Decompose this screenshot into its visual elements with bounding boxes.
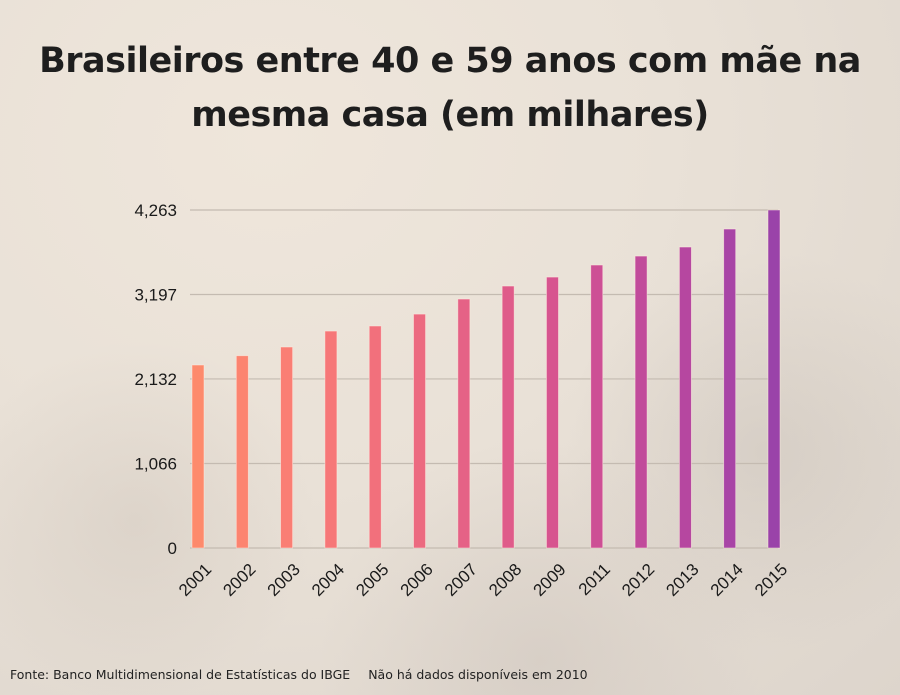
x-tick-label: 2008 — [485, 560, 525, 600]
y-tick-label: 1,066 — [134, 454, 177, 473]
bar-2009 — [546, 276, 559, 549]
chart-title: Brasileiros entre 40 e 59 anos com mãe n… — [39, 41, 861, 135]
bar-2011 — [590, 264, 604, 549]
bar-2001 — [191, 364, 205, 549]
x-tick-label: 2005 — [352, 560, 392, 600]
missing-data-note: Não há dados disponíveis em 2010 — [368, 667, 588, 682]
bar-2002 — [235, 355, 249, 549]
x-tick-label: 2002 — [219, 560, 259, 600]
y-tick-label: 3,197 — [134, 286, 177, 305]
y-tick-label: 0 — [168, 539, 177, 558]
y-tick-label: 4,263 — [134, 201, 177, 220]
bar-2015 — [767, 209, 781, 549]
bar-2012 — [634, 255, 648, 549]
x-tick-label: 2004 — [308, 560, 348, 600]
x-tick-label: 2001 — [175, 560, 215, 600]
x-tick-label: 2012 — [618, 560, 658, 600]
bar-2013 — [678, 246, 692, 549]
bar-2014 — [723, 228, 737, 549]
x-tick-label: 2011 — [575, 560, 614, 599]
bar-2005 — [368, 325, 382, 549]
footer: Fonte: Banco Multidimensional de Estatís… — [10, 667, 588, 682]
x-tick-label: 2006 — [397, 560, 437, 600]
x-tick-label: 2015 — [751, 560, 791, 600]
bar-2003 — [280, 346, 294, 549]
y-axis-ticks: 0 1,066 2,132 3,197 4,263 — [134, 201, 177, 558]
x-tick-label: 2013 — [662, 560, 702, 600]
bar-2006 — [413, 313, 426, 549]
source-note: Fonte: Banco Multidimensional de Estatís… — [10, 667, 351, 682]
bar-2007 — [457, 298, 471, 549]
x-tick-label: 2007 — [441, 560, 481, 600]
bar-2008 — [501, 285, 515, 549]
x-tick-label: 2003 — [264, 560, 304, 600]
bars — [191, 209, 781, 549]
y-tick-label: 2,132 — [134, 370, 177, 389]
bar-2004 — [324, 330, 338, 549]
x-tick-label: 2014 — [707, 560, 747, 600]
x-axis-ticks: 2001 2002 2003 2004 2005 2006 2007 2008 2009 2011… — [175, 560, 791, 600]
x-tick-label: 2009 — [530, 560, 570, 600]
